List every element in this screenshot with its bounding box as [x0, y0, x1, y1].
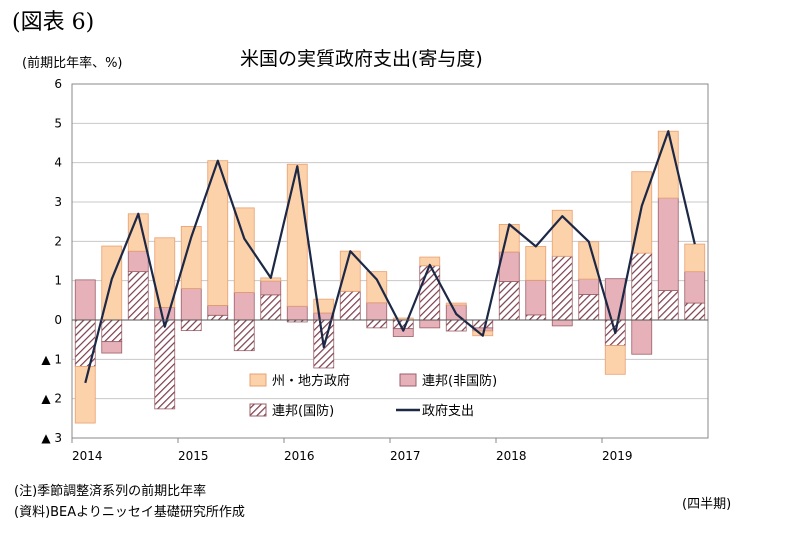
grid-lines	[72, 83, 708, 439]
bar-federal-defense	[127, 271, 149, 321]
bar-federal-nondefense	[631, 319, 653, 355]
bar-federal-nondefense	[551, 319, 573, 327]
bar-state-local	[154, 237, 176, 308]
bar-federal-defense	[180, 319, 202, 332]
bar-federal-nondefense	[127, 250, 149, 273]
y-tick-label: ▲ 2	[41, 392, 62, 406]
bar-federal-defense	[684, 302, 706, 321]
figure-label: (図表 6)	[12, 10, 95, 35]
bar-federal-nondefense	[154, 307, 176, 321]
chart-title: 米国の実質政府支出(寄与度)	[240, 48, 483, 70]
bar-federal-nondefense	[657, 197, 679, 291]
x-axis-unit-label: (四半期)	[682, 497, 732, 512]
bar-federal-defense	[498, 281, 520, 321]
bar-federal-defense	[101, 319, 123, 343]
bar-federal-defense	[233, 319, 255, 352]
legend-label: 州・地方政府	[272, 373, 350, 389]
bar-federal-nondefense	[286, 305, 308, 321]
bar-federal-nondefense	[260, 280, 282, 296]
y-tick-label: ▲ 1	[41, 352, 62, 366]
bar-federal-defense	[472, 319, 494, 329]
bar-federal-defense	[366, 319, 388, 329]
bar-federal-nondefense	[207, 305, 229, 316]
legend-label: 連邦(国防)	[272, 403, 334, 419]
legend-swatch	[399, 373, 417, 387]
y-tick-label: 0	[54, 313, 62, 327]
bar-federal-defense	[657, 290, 679, 321]
bar-state-local	[180, 225, 202, 289]
legend-label: 連邦(非国防)	[422, 373, 497, 389]
y-axis-unit-label: (前期比年率、%)	[22, 56, 123, 71]
bar-federal-nondefense	[233, 292, 255, 321]
footnote: (注)季節調整済系列の前期比年率	[14, 484, 207, 499]
bar-federal-nondefense	[684, 271, 706, 304]
bar-federal-nondefense	[74, 279, 96, 321]
x-year-label: 2017	[390, 449, 421, 463]
bar-federal-nondefense	[180, 288, 202, 321]
bar-federal-nondefense	[366, 302, 388, 321]
bar-state-local	[525, 246, 547, 281]
x-year-label: 2016	[284, 449, 315, 463]
bar-state-local	[578, 241, 600, 280]
y-tick-label: 4	[54, 156, 62, 170]
y-tick-label: 2	[54, 234, 62, 248]
bar-federal-nondefense	[419, 319, 441, 329]
bar-federal-defense	[525, 314, 547, 321]
bar-state-local	[74, 366, 96, 424]
y-tick-label: 1	[54, 274, 62, 288]
x-year-label: 2018	[496, 449, 527, 463]
bar-federal-nondefense	[101, 341, 123, 354]
legend-swatch	[249, 373, 267, 387]
bar-federal-defense	[578, 294, 600, 321]
y-tick-label: 6	[54, 77, 62, 91]
bar-federal-defense	[445, 319, 467, 332]
bar-state-local	[445, 302, 467, 306]
bar-federal-defense	[154, 319, 176, 410]
bar-federal-defense	[631, 252, 653, 321]
source-note: (資料)BEAよりニッセイ基礎研究所作成	[14, 505, 245, 520]
bar-federal-nondefense	[578, 278, 600, 295]
y-tick-label: 3	[54, 195, 62, 209]
bar-state-local	[233, 207, 255, 293]
bar-federal-defense	[260, 294, 282, 321]
bar-state-local	[286, 163, 308, 307]
legend-swatch	[249, 403, 267, 417]
bar-state-local	[604, 345, 626, 375]
bar-federal-defense	[339, 290, 361, 321]
bars	[74, 130, 706, 424]
bar-federal-defense	[207, 314, 229, 321]
bar-federal-defense	[551, 255, 573, 321]
bar-federal-defense	[392, 319, 414, 330]
legend: 州・地方政府 連邦(非国防) 連邦(国防) 政府支出	[249, 373, 497, 419]
y-tick-label: ▲ 3	[41, 431, 62, 445]
x-year-label: 2019	[602, 449, 633, 463]
y-tick-label: 5	[54, 116, 62, 130]
bar-federal-defense	[419, 265, 441, 321]
line-series	[84, 130, 696, 384]
government-spending-line	[84, 130, 696, 384]
bar-federal-nondefense	[525, 279, 547, 316]
x-year-label: 2015	[178, 449, 209, 463]
bar-state-local	[366, 271, 388, 304]
x-year-label: 2014	[72, 449, 103, 463]
axes: ▲ 3 ▲ 2 ▲ 1 0 1 2 3 4 5 6 2014 2015 2016 2017 2018 2019	[41, 77, 709, 463]
legend-label: 政府支出	[422, 404, 474, 419]
bar-state-local	[684, 243, 706, 273]
